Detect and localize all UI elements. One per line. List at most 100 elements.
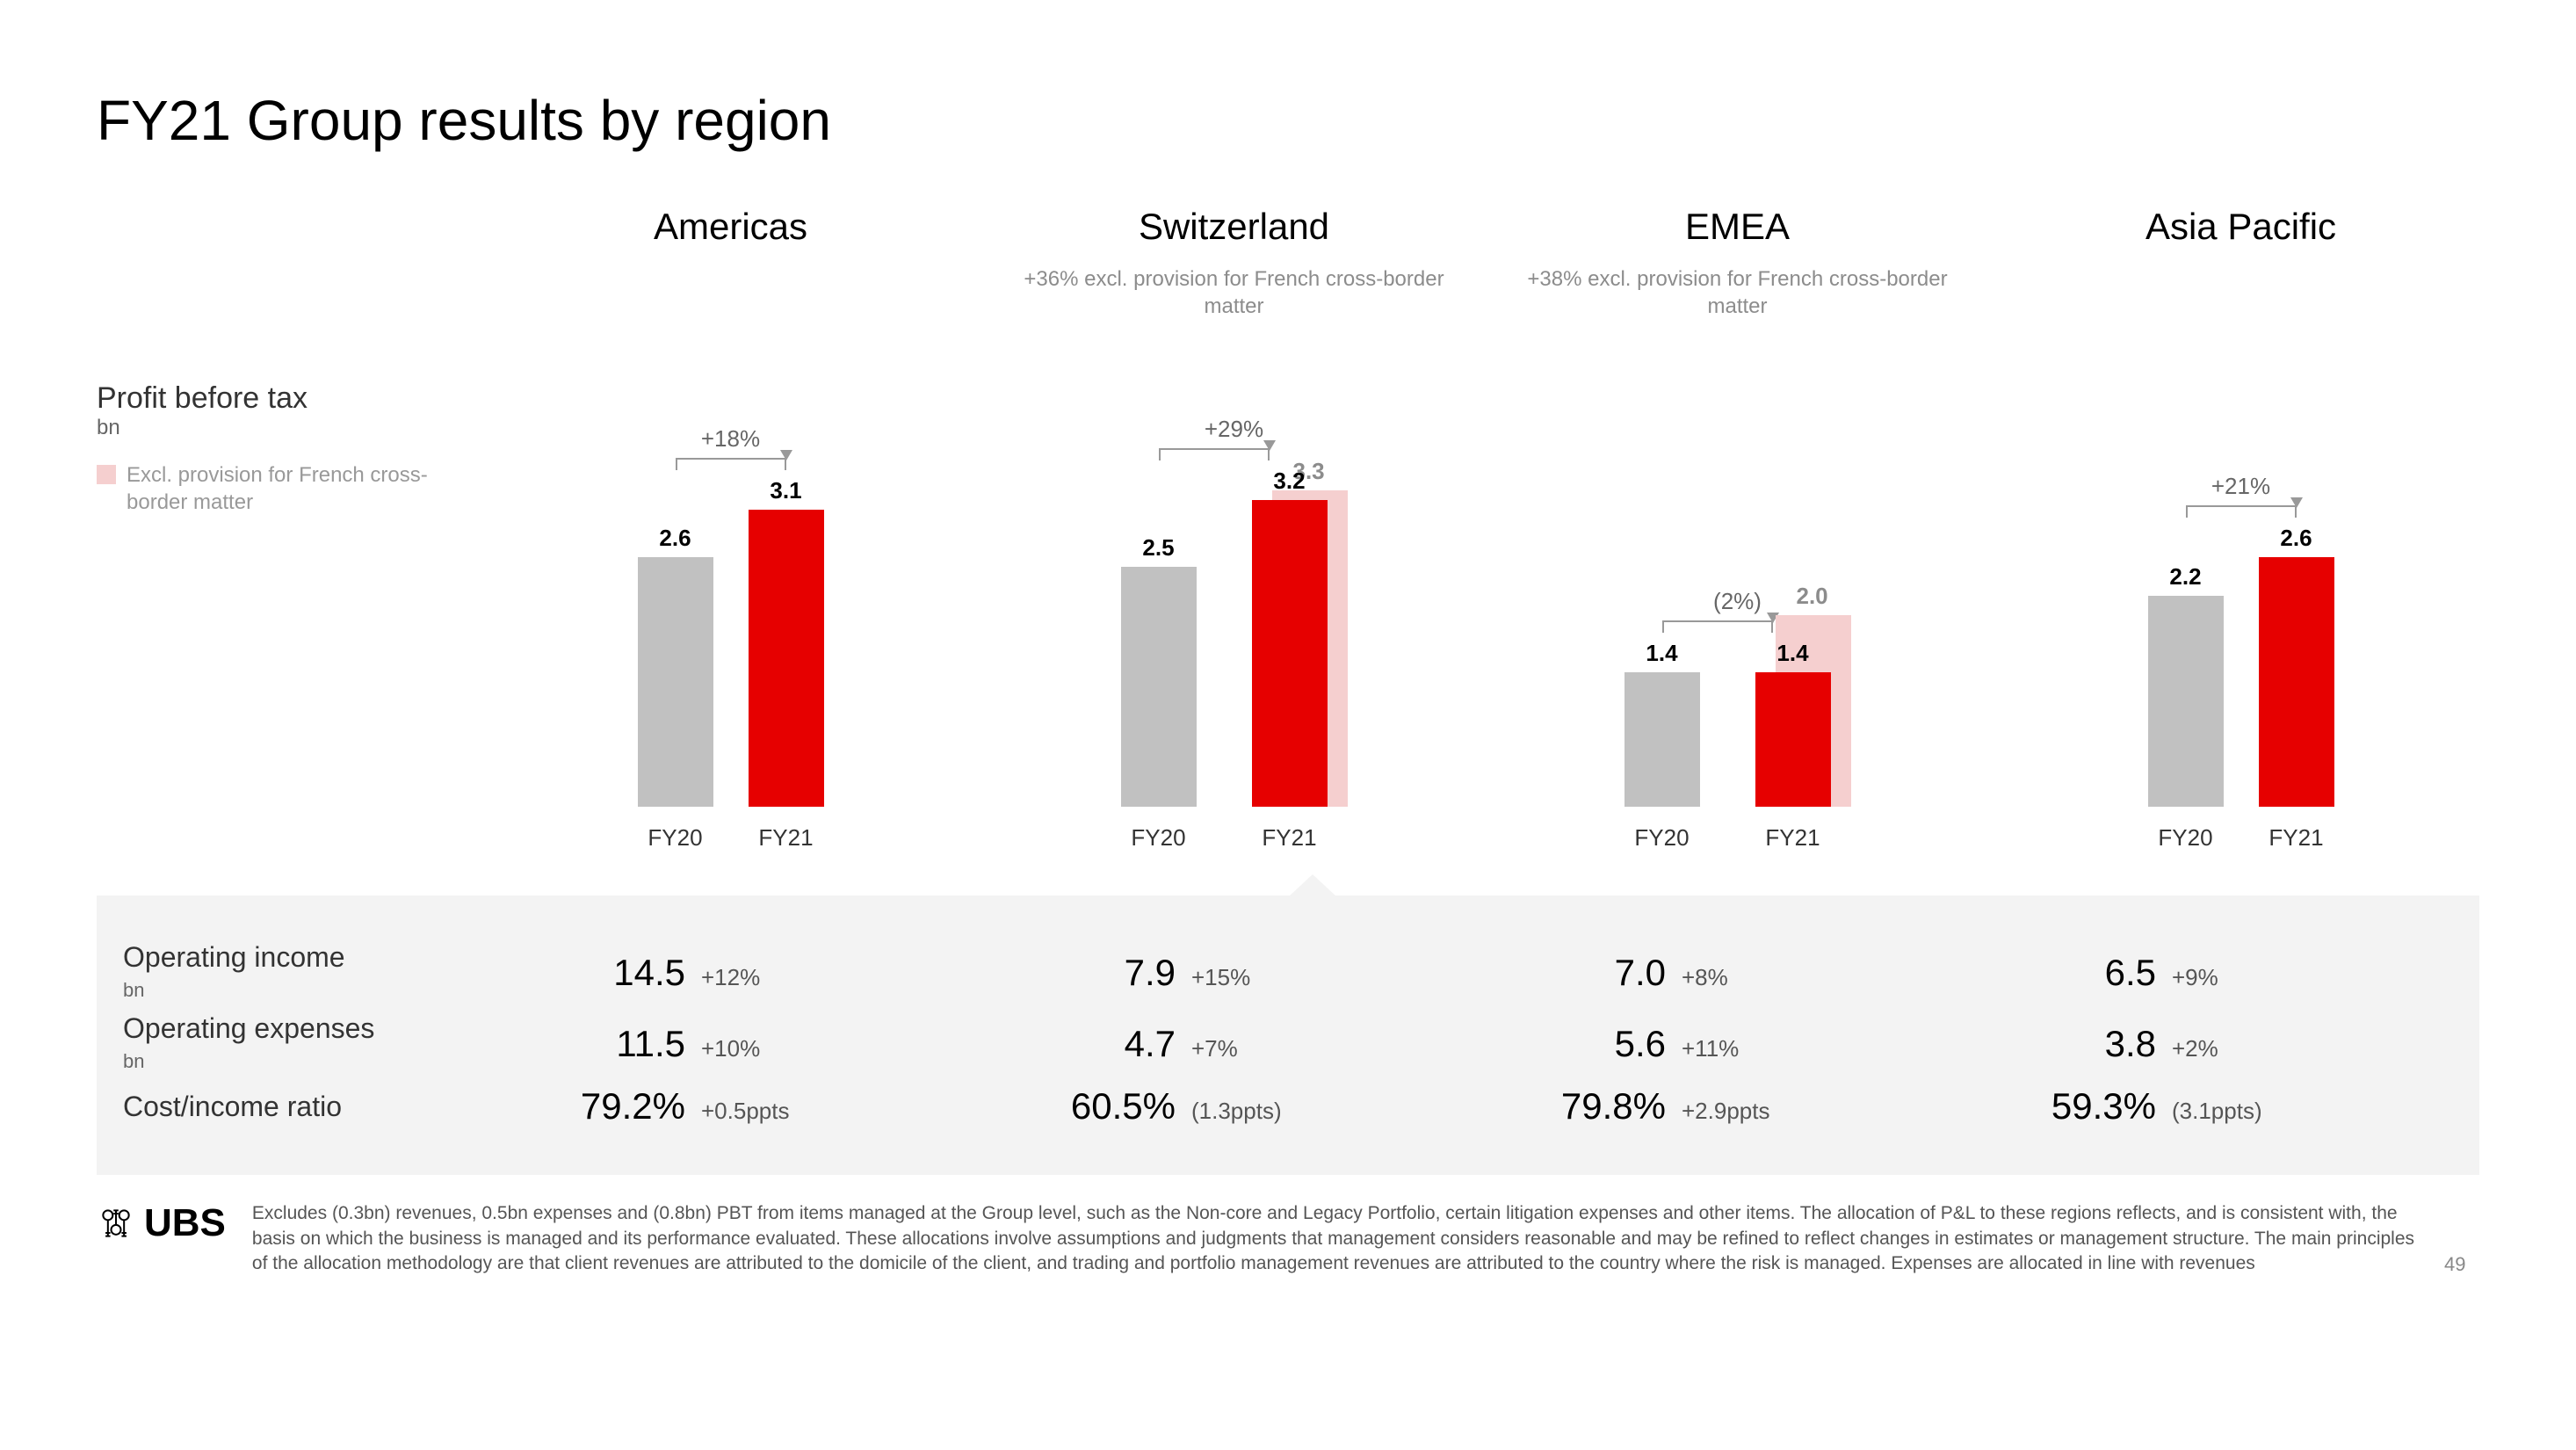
bar-value-curr: 3.1 [770, 477, 801, 504]
bar-prev [638, 557, 713, 807]
page-title: FY21 Group results by region [97, 88, 2479, 153]
legend-row: Excl. provision for French cross-border … [97, 461, 466, 516]
region-asia-pacific: Asia Pacific +21% 2.2 2.6 FY20FY21 [2002, 206, 2479, 852]
growth-label: (2%) [1682, 588, 1793, 615]
axis-labels: FY20FY21 [2148, 824, 2334, 852]
pbt-label: Profit before tax [97, 381, 466, 416]
metric-value: 60.5% [1053, 1085, 1176, 1127]
arrow-down-icon [2290, 497, 2303, 508]
bar-prev [1121, 567, 1197, 807]
arrow-down-icon [1263, 440, 1276, 451]
metric-delta: +9% [2172, 964, 2218, 991]
metric-delta: +15% [1191, 964, 1250, 991]
axis-label-prev: FY20 [1121, 824, 1197, 852]
region-switzerland: Switzerland +36% excl. provision for Fren… [995, 206, 1473, 852]
bar-value-curr: 1.4 [1776, 640, 1808, 667]
bars-row: 2.53.33.2 [1121, 468, 1348, 807]
chart-area: +21% 2.2 2.6 [2002, 323, 2479, 807]
metric-value: 14.5 [562, 952, 685, 994]
page-number: 49 [2444, 1253, 2479, 1276]
bar-value-prev: 1.4 [1646, 640, 1677, 667]
metric-value: 11.5 [562, 1023, 685, 1065]
bar-value-provision: 2.0 [1797, 583, 1828, 610]
metric-cell: 79.8% +2.9ppts [1499, 1085, 1963, 1127]
legend-text: Excl. provision for French cross-border … [127, 461, 466, 516]
chart-area: +29% 2.53.33.2 [995, 323, 1473, 807]
metric-value: 4.7 [1053, 1023, 1176, 1065]
chart-area: (2%)1.42.01.4 [1499, 323, 1976, 807]
metric-row: Cost/income ratio 79.2%+0.5ppts 60.5% (1.3p… [123, 1085, 2453, 1127]
axis-label-curr: FY21 [749, 824, 824, 852]
bars-row: 2.2 2.6 [2148, 525, 2334, 807]
bar-value-prev: 2.6 [659, 525, 691, 552]
axis-label-prev: FY20 [1624, 824, 1700, 852]
arrow-down-icon [780, 450, 792, 460]
bar-curr [1252, 500, 1328, 807]
metric-delta: +12% [701, 964, 760, 991]
axis-label-curr: FY21 [1735, 824, 1851, 852]
metrics-band: Operating incomebn14.5+12%7.9+15%7.0+8%6… [97, 895, 2479, 1175]
metric-delta: +2% [2172, 1035, 2218, 1062]
metric-cell: 59.3% (3.1ppts) [1989, 1085, 2453, 1127]
metric-delta: (1.3ppts) [1191, 1098, 1282, 1125]
region-americas: Americas+18%2.63.1FY20FY21 [492, 206, 969, 852]
metric-value: 7.0 [1543, 952, 1666, 994]
region-header: Switzerland [1139, 206, 1329, 248]
footer: UBS Excludes (0.3bn) revenues, 0.5bn exp… [97, 1201, 2479, 1276]
metric-cell: 60.5% (1.3ppts) [1009, 1085, 1473, 1127]
metric-delta: +7% [1191, 1035, 1238, 1062]
axis-labels: FY20 FY21 [1624, 824, 1851, 852]
metric-name: Operating expensesbn [123, 1014, 492, 1073]
bar-value-prev: 2.2 [2169, 563, 2201, 591]
metric-delta: +2.9ppts [1682, 1098, 1769, 1125]
metric-delta: +11% [1682, 1035, 1739, 1062]
metric-cell: 7.0+8% [1499, 952, 1963, 994]
metric-delta: +10% [701, 1035, 760, 1062]
metric-value: 7.9 [1053, 952, 1176, 994]
logo-text: UBS [144, 1201, 226, 1245]
metric-row: Operating expensesbn 11.5 +10% 4.7 +7% 5.6 +11… [123, 1014, 2453, 1073]
logo: UBS [97, 1201, 226, 1245]
metric-value: 6.5 [2033, 952, 2156, 994]
metric-value: 5.6 [1543, 1023, 1666, 1065]
bars-row: 2.6 3.1 [638, 477, 824, 807]
region-emea: EMEA+38% excl. provision for French cros… [1499, 206, 1976, 852]
bar-prev [2148, 596, 2224, 807]
metric-value: 79.8% [1543, 1085, 1666, 1127]
growth-label: +21% [2186, 473, 2297, 500]
axis-labels: FY20 FY21 [1121, 824, 1348, 852]
bar-curr [1755, 672, 1831, 807]
metric-value: 59.3% [2033, 1085, 2156, 1127]
bar-value-curr: 2.6 [2280, 525, 2312, 552]
metric-row: Operating incomebn14.5+12%7.9+15%7.0+8%6… [123, 943, 2453, 1002]
region-header: Asia Pacific [2145, 206, 2336, 248]
provision-note: +36% excl. provision for French cross-bo… [995, 265, 1473, 323]
metric-value: 3.8 [2033, 1023, 2156, 1065]
region-header: EMEA [1685, 206, 1790, 248]
charts-grid: Profit before tax bn Excl. provision for… [97, 206, 2479, 852]
region-header: Americas [654, 206, 807, 248]
legend-swatch-provision [97, 465, 116, 484]
metric-cell: 5.6 +11% [1499, 1023, 1963, 1065]
axis-label-curr: FY21 [1232, 824, 1348, 852]
footnote-text: Excludes (0.3bn) revenues, 0.5bn expense… [252, 1201, 2418, 1276]
bar-curr [749, 510, 824, 807]
metric-cell: 3.8 +2% [1989, 1023, 2453, 1065]
bar-value-curr: 3.2 [1273, 468, 1305, 495]
pbt-unit: bn [97, 416, 466, 440]
metric-cell: 14.5 +12% [518, 952, 982, 994]
axis-label-curr: FY21 [2259, 824, 2334, 852]
metric-cell: 79.2%+0.5ppts [518, 1085, 982, 1127]
metric-cell: 6.5 +9% [1989, 952, 2453, 994]
axis-label-prev: FY20 [638, 824, 713, 852]
ubs-keys-icon [97, 1204, 135, 1243]
bar-value-prev: 2.5 [1142, 534, 1174, 562]
metric-name: Cost/income ratio [123, 1092, 492, 1122]
metric-delta: (3.1ppts) [2172, 1098, 2262, 1125]
left-labels: Profit before tax bn Excl. provision for… [97, 206, 466, 852]
metric-cell: 4.7 +7% [1009, 1023, 1473, 1065]
metric-delta: +0.5ppts [701, 1098, 789, 1125]
axis-labels: FY20 FY21 [638, 824, 824, 852]
growth-label: +29% [1179, 416, 1290, 443]
bar-prev [1624, 672, 1700, 807]
